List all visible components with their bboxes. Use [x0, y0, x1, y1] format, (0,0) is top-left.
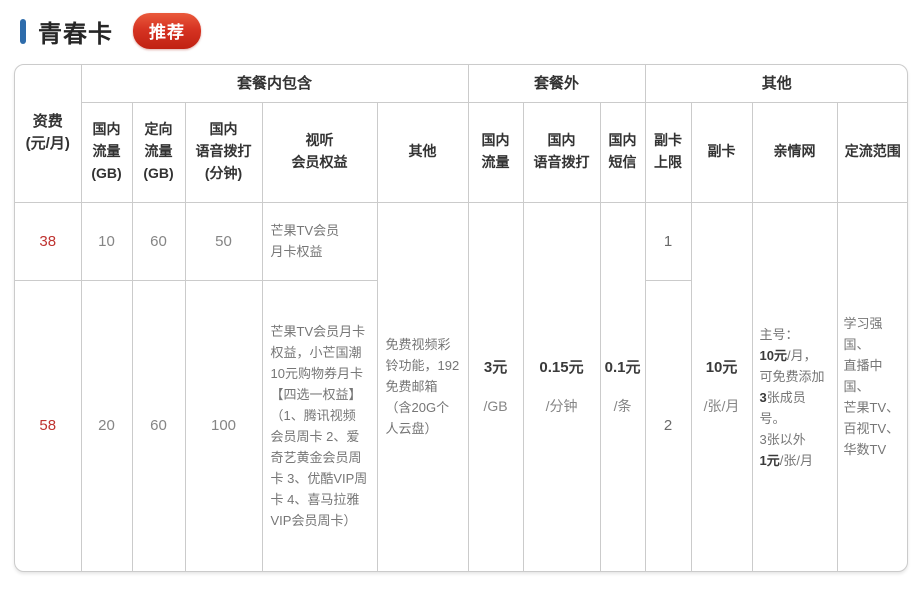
directed-scope-value: 学习强国、 直播中国、 芒果TV、 百视TV、 华数TV — [836, 201, 907, 571]
title-accent-bar — [20, 18, 26, 44]
column-header-fee: 资费 (元/月) — [15, 65, 82, 203]
extra-sms-rate-unit: /条 — [613, 398, 632, 415]
included-other-value: 免费视频彩铃功能，192免费邮箱（含20G个人云盘） — [376, 201, 469, 571]
subcard-limit-value: 1 — [644, 201, 692, 281]
family-net-text: 主号： — [759, 326, 799, 342]
plan-price: 58 — [15, 279, 82, 571]
domestic-data-value: 10 — [80, 201, 133, 281]
page-header: 青春卡 推荐 — [20, 13, 922, 49]
extra-voice-rate: 0.15元 /分钟 — [522, 201, 601, 571]
voice-minutes-value: 100 — [184, 279, 263, 571]
family-net-text: /月， 可免费添加 — [759, 347, 825, 384]
plan-row-58: 58 20 60 100 芒果TV会员月卡权益，小芒国潮10元购物券月卡 【四选… — [15, 279, 907, 571]
column-header-family-net: 亲情网 — [751, 101, 838, 203]
family-net-text: /张/月 — [779, 452, 814, 468]
family-net-value: 主号： 10元/月， 可免费添加 3张成员号。 3张以外 1元/张/月 — [751, 201, 838, 571]
plan-price: 38 — [15, 201, 82, 281]
column-header-directed-data: 定向 流量 (GB) — [131, 101, 186, 203]
extra-data-rate-unit: /GB — [483, 398, 508, 415]
column-header-subcard-limit: 副卡 上限 — [644, 101, 692, 203]
group-header-included: 套餐内包含 — [80, 65, 469, 103]
plan-table-container: 资费 (元/月) 套餐内包含 套餐外 其他 国内 流量 (GB) 定向 流量 (… — [14, 64, 908, 572]
column-header-subcard: 副卡 — [690, 101, 753, 203]
family-net-text: 张成员号。 3张以外 — [759, 389, 806, 447]
extra-sms-rate-value: 0.1元 — [604, 358, 641, 376]
av-benefit-value: 芒果TV会员月卡权益，小芒国潮10元购物券月卡 【四选一权益】 （1、腾讯视频会… — [261, 279, 378, 571]
group-header-extra: 套餐外 — [467, 65, 646, 103]
extra-voice-rate-value: 0.15元 — [539, 358, 584, 376]
header-sub-row: 国内 流量 (GB) 定向 流量 (GB) 国内 语音拨打 (分钟) 视听 会员… — [15, 101, 907, 203]
header-group-row: 资费 (元/月) 套餐内包含 套餐外 其他 — [15, 65, 907, 203]
column-header-extra-sms: 国内 短信 — [599, 101, 646, 203]
directed-data-value: 60 — [131, 279, 186, 571]
plan-row-38: 38 10 60 50 芒果TV会员 月卡权益 免费视频彩铃功能，192免费邮箱… — [15, 201, 907, 571]
column-header-directed-scope: 定流范围 — [836, 101, 907, 203]
column-header-av-benefit: 视听 会员权益 — [261, 101, 378, 203]
family-net-bold: 1元 — [759, 452, 780, 468]
column-header-included-other: 其他 — [376, 101, 469, 203]
column-header-extra-voice: 国内 语音拨打 — [522, 101, 601, 203]
subcard-fee: 10元 /张/月 — [690, 201, 753, 571]
extra-data-rate-value: 3元 — [483, 358, 508, 376]
av-benefit-value: 芒果TV会员 月卡权益 — [261, 201, 378, 281]
extra-voice-rate-unit: /分钟 — [545, 398, 578, 415]
directed-data-value: 60 — [131, 201, 186, 281]
column-header-extra-data: 国内 流量 — [467, 101, 524, 203]
subcard-fee-unit: /张/月 — [703, 398, 740, 415]
page-title: 青春卡 — [38, 20, 113, 48]
group-header-other: 其他 — [644, 65, 907, 103]
domestic-data-value: 20 — [80, 279, 133, 571]
voice-minutes-value: 50 — [184, 201, 263, 281]
extra-data-rate: 3元 /GB — [467, 201, 524, 571]
column-header-domestic-data: 国内 流量 (GB) — [81, 101, 133, 203]
family-net-bold: 10元 — [759, 347, 788, 363]
recommended-badge: 推荐 — [133, 13, 201, 49]
extra-sms-rate: 0.1元 /条 — [599, 201, 646, 571]
subcard-fee-value: 10元 — [705, 358, 738, 376]
column-header-voice-minutes: 国内 语音拨打 (分钟) — [184, 101, 263, 203]
family-net-bold: 3 — [759, 389, 767, 405]
subcard-limit-value: 2 — [644, 279, 692, 571]
plan-table: 资费 (元/月) 套餐内包含 套餐外 其他 国内 流量 (GB) 定向 流量 (… — [15, 65, 907, 571]
